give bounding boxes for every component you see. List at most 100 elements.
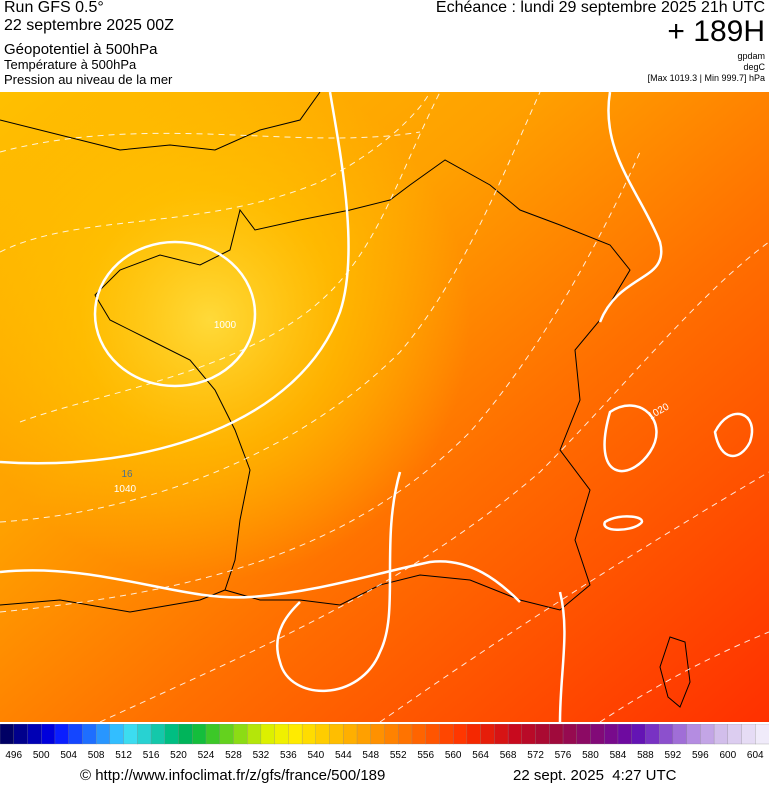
colorbar-label: 548: [362, 750, 379, 761]
colorbar-swatch: [604, 724, 619, 745]
colorbar-swatch: [233, 724, 248, 745]
colorbar-swatch: [205, 724, 221, 745]
colorbar-swatch: [453, 724, 468, 745]
colorbar-swatch: [411, 724, 427, 745]
colorbar-label: 572: [527, 750, 544, 761]
colorbar-swatch: [260, 724, 276, 745]
colorbar-label: 568: [500, 750, 517, 761]
field-1: Géopotentiel à 500hPa: [4, 41, 158, 58]
colorbar-swatch: [507, 724, 523, 745]
colorbar-label: 536: [280, 750, 297, 761]
colorbar-swatch: [356, 724, 372, 745]
colorbar-swatch: [466, 724, 482, 745]
colorbar-label: 564: [472, 750, 489, 761]
colorbar-swatch: [439, 724, 454, 745]
map-highlight: [0, 92, 769, 722]
colorbar-label: 588: [637, 750, 654, 761]
colorbar-label: 556: [417, 750, 434, 761]
colorbar-swatch: [247, 724, 262, 745]
colorbar-swatch: [192, 724, 207, 745]
colorbar-label: 576: [555, 750, 572, 761]
source-url: © http://www.infoclimat.fr/z/gfs/france/…: [80, 767, 386, 784]
colorbar-label: 532: [253, 750, 270, 761]
unit-2: degC: [743, 62, 765, 72]
colorbar-swatch: [686, 724, 701, 745]
colorbar-swatch: [288, 724, 303, 745]
colorbar: 496 500 504 508 512 516 520 524 528 532 536 540 544 5…: [0, 724, 769, 761]
colorbar-swatch: [178, 724, 193, 745]
colorbar-swatch: [658, 724, 674, 745]
colorbar-swatch: [480, 724, 495, 745]
colorbar-label: 580: [582, 750, 599, 761]
pressure-contours: [0, 92, 754, 722]
field-2: Température à 500hPa: [4, 57, 137, 72]
colorbar-label: 592: [665, 750, 682, 761]
colorbar-swatch: [425, 724, 440, 745]
colorbar-label: 560: [445, 750, 462, 761]
colorbar-label: 544: [335, 750, 352, 761]
colorbar-label: 540: [307, 750, 324, 761]
colorbar-swatch: [631, 724, 646, 745]
england-coast: [0, 92, 321, 151]
colorbar-swatch: [713, 724, 729, 745]
colorbar-swatch: [521, 724, 537, 745]
colorbar-swatch: [727, 724, 742, 745]
colorbar-swatch: [82, 724, 97, 745]
colorbar-swatch: [494, 724, 509, 745]
colorbar-swatch: [535, 724, 550, 745]
unit-1: gpdam: [737, 51, 765, 61]
colorbar-swatch: [576, 724, 591, 745]
colorbar-swatch: [343, 724, 358, 745]
colorbar-label: 520: [170, 750, 187, 761]
colorbar-swatch: [150, 724, 166, 745]
colorbar-label: 504: [60, 750, 77, 761]
colorbar-swatch: [672, 724, 688, 745]
colorbar-swatch: [274, 724, 289, 745]
colorbar-swatch: [384, 724, 399, 745]
unit-3: [Max 1019.3 | Min 999.7] hPa: [647, 73, 765, 83]
colorbar-label: 552: [390, 750, 407, 761]
colorbar-swatch: [54, 724, 70, 745]
colorbar-swatch: [301, 724, 317, 745]
colorbar-swatch: [741, 724, 756, 745]
colorbar-swatch: [219, 724, 234, 745]
colorbar-swatch: [164, 724, 179, 745]
colorbar-swatch: [41, 724, 56, 745]
france-outline: [94, 159, 631, 611]
contour-label: 1040: [114, 484, 137, 495]
colorbar-label: 584: [610, 750, 627, 761]
colorbar-swatch: [562, 724, 578, 745]
run-date: 22 septembre 2025 00Z: [4, 17, 174, 34]
colorbar-label: 524: [198, 750, 215, 761]
run-title: Run GFS 0.5°: [4, 0, 104, 16]
colorbar-label: 600: [719, 750, 736, 761]
colorbar-swatch: [109, 724, 125, 745]
colorbar-swatch: [68, 724, 83, 745]
colorbar-swatch: [645, 724, 660, 745]
colorbar-swatch: [700, 724, 715, 745]
colorbar-label: 516: [143, 750, 160, 761]
colorbar-swatch: [617, 724, 633, 745]
colorbar-swatch: [27, 724, 42, 745]
colorbar-label: 512: [115, 750, 132, 761]
colorbar-label: 496: [5, 750, 22, 761]
colorbar-label: 508: [88, 750, 105, 761]
colorbar-swatch: [123, 724, 138, 745]
temperature-contours: [0, 92, 769, 722]
valid-time: Echéance : lundi 29 septembre 2025 21h U…: [435, 0, 765, 16]
colorbar-label: 528: [225, 750, 242, 761]
colorbar-swatch: [137, 724, 152, 745]
colorbar-label: 500: [33, 750, 50, 761]
colorbar-swatch: [315, 724, 331, 745]
contour-label: 1000: [214, 320, 237, 331]
map: 1000 1040 16 1020: [0, 92, 769, 722]
colorbar-swatch: [0, 724, 15, 745]
lead-time: + 189H: [667, 15, 765, 48]
colorbar-swatch: [95, 724, 111, 745]
field-3: Pression au niveau de la mer: [4, 72, 173, 87]
colorbar-swatch: [549, 724, 564, 745]
colorbar-swatch: [370, 724, 385, 745]
colorbar-swatch: [398, 724, 413, 745]
colorbar-swatch: [329, 724, 344, 745]
